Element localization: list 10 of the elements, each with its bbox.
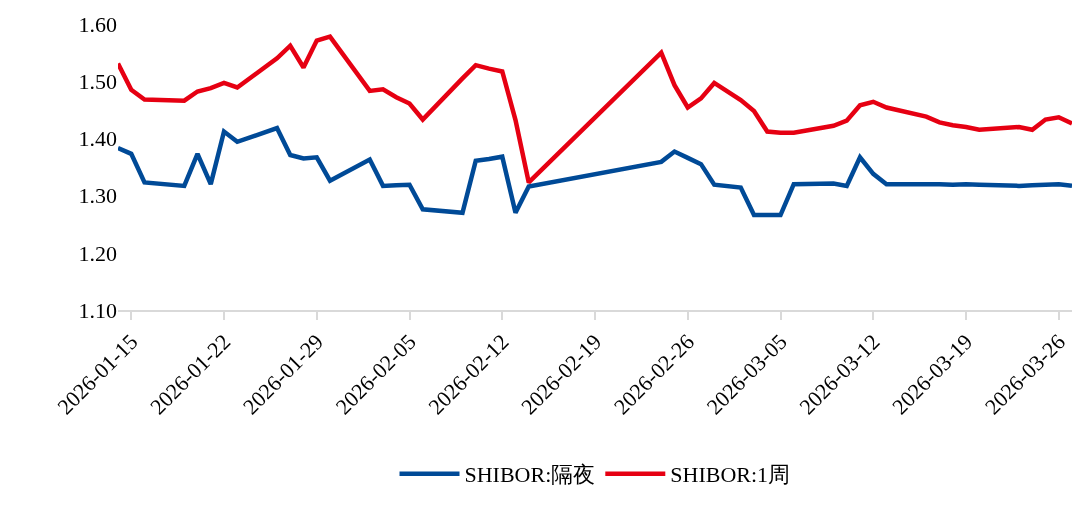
- line-series: [118, 34, 1072, 185]
- y-tick-label: 1.40: [78, 126, 117, 152]
- y-tick-label: 1.10: [78, 297, 117, 323]
- line-series: [118, 125, 1072, 218]
- y-tick-label: 1.50: [78, 68, 117, 94]
- y-tick-label: 1.20: [78, 240, 117, 266]
- y-tick-label: 1.60: [78, 11, 117, 37]
- y-tick-label: 1.30: [78, 183, 117, 209]
- legend-label: SHIBOR:隔夜: [464, 462, 596, 488]
- legend-label: SHIBOR:1周: [670, 462, 791, 488]
